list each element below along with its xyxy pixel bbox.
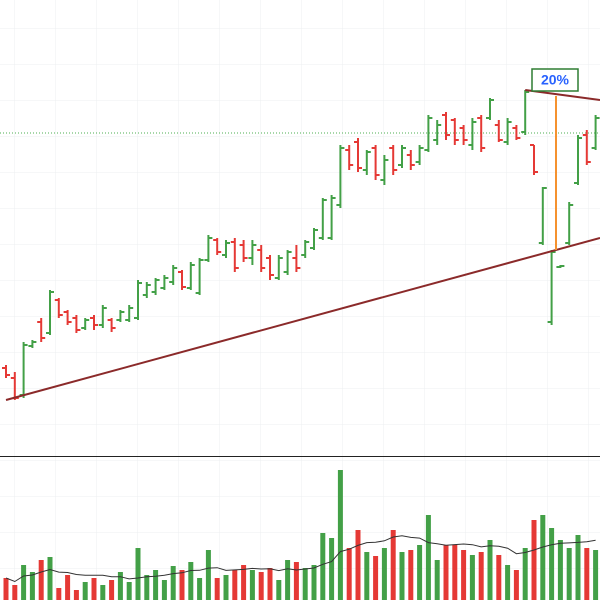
volume-bar [593,550,599,600]
volume-bar [469,555,475,600]
volume-bar [117,572,123,600]
measure-label-box [531,68,579,92]
volume-bar [346,548,352,600]
volume-bar [126,582,132,600]
volume-bar [249,570,255,600]
volume-bar [179,570,185,600]
volume-bar [100,585,106,600]
volume-bar [505,565,511,600]
volume-bar [355,530,361,600]
volume-bar [135,548,141,600]
volume-bar [109,580,115,600]
volume-bar [223,575,229,600]
volume-bar [302,568,308,600]
volume-bar [522,548,528,600]
volume-bar [29,572,35,600]
volume-bar [12,585,18,600]
volume-bar [276,580,282,600]
volume-bar [381,548,387,600]
volume-bar [241,565,247,600]
volume-bar [364,552,370,600]
volume-bar [21,565,27,600]
volume-bar [408,550,414,600]
volume-bar [390,530,396,600]
volume-bar [65,575,71,600]
volume-bar [144,575,150,600]
volume-bar [293,562,299,600]
volume-bar [487,540,493,600]
volume-average [5,535,596,583]
volume-bar [311,565,317,600]
volume-bar [56,588,62,600]
volume-bar [566,548,572,600]
volume-bar [329,538,335,600]
volume-bar [258,572,264,600]
volume-bar [575,535,581,600]
volume-bar [461,550,467,600]
volume-bar [399,552,405,600]
volume-bar [549,528,555,600]
volume-bar [205,550,211,600]
volume-bar [478,552,484,600]
volume-bar [434,560,440,600]
volume-bar [584,548,590,600]
volume-bar [161,580,167,600]
volume-bar [47,557,53,600]
volume-bar [3,578,9,600]
volume-bar [337,470,343,600]
volume-bar [513,570,519,600]
volume-bar [417,545,423,600]
volume-bar [82,582,88,600]
trendline [5,237,600,401]
volume-bar [557,540,563,600]
volume-bar [373,556,379,600]
volume-bar [496,555,502,600]
volume-bar [285,560,291,600]
volume-bar [188,562,194,600]
measure-label: 20% [541,72,570,88]
volume-bar [267,568,273,600]
volume-bar [73,590,79,600]
volume-bar [320,533,326,600]
volume-bar [153,570,159,600]
volume-bar [531,520,537,600]
volume-bar [443,545,449,600]
volume-bar [91,578,97,600]
volume-bar [540,515,546,600]
volume-bar [38,560,44,600]
volume-bar [452,545,458,600]
volume-bar [214,578,220,600]
volume-bar [197,578,203,600]
volume-bar [425,515,431,600]
volume-bar [232,570,238,600]
volume-bar [170,566,176,600]
